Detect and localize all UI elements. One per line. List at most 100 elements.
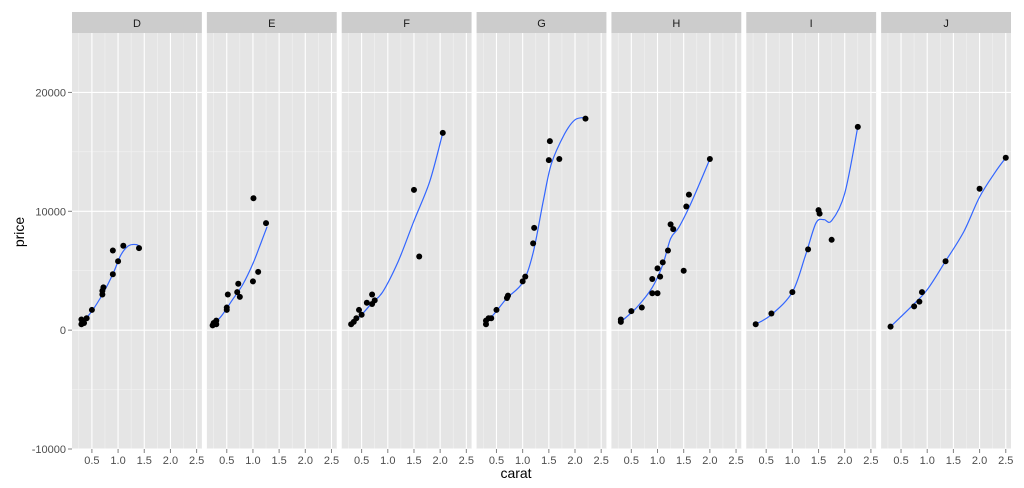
data-point [667, 221, 674, 228]
facet-strip-label: F [403, 18, 410, 30]
x-tick-label: 1.5 [676, 455, 691, 467]
x-axis-title: carat [500, 465, 531, 481]
data-point [363, 299, 370, 306]
x-tick-label: 0.5 [354, 455, 369, 467]
data-point [358, 311, 365, 318]
x-tick-label: 2.5 [324, 455, 339, 467]
x-tick-label: 2.5 [728, 455, 743, 467]
data-point [255, 268, 262, 275]
data-point [664, 247, 671, 254]
x-tick-label: 1.0 [380, 455, 395, 467]
facet-panel-bg [746, 33, 877, 449]
facet-D: D 0.5 1.0 1.5 2.0 2.5 [72, 12, 204, 467]
data-point [768, 310, 775, 317]
x-tick-label: 0.5 [219, 455, 234, 467]
data-point [223, 304, 230, 311]
facet-panel-bg [476, 33, 607, 449]
x-tick-label: 2.0 [433, 455, 448, 467]
x-tick-label: 1.5 [271, 455, 286, 467]
data-point [263, 220, 270, 227]
y-axis-title: price [11, 217, 27, 248]
data-point [911, 303, 918, 310]
facet-strip-label: E [268, 18, 275, 30]
facet-strip-label: H [672, 18, 680, 30]
facet-panel-bg [881, 33, 1011, 449]
facet-panels: D 0.5 1.0 1.5 2.0 2.5 E 0.5 1.0 1.5 2.0 2.5 F 0.5 1.0 1… [72, 12, 1013, 467]
smooth-line-H [620, 158, 711, 323]
data-point [81, 320, 88, 327]
x-tick-label: 2.5 [998, 455, 1013, 467]
facet-panel-bg [72, 33, 202, 449]
data-point [680, 267, 687, 274]
data-point [556, 155, 563, 162]
data-point [816, 210, 823, 217]
data-point [854, 123, 861, 130]
data-point [683, 203, 690, 210]
y-axis: -10000 0 10000 20000 [32, 87, 72, 456]
data-point [670, 226, 677, 233]
x-tick-label: 1.5 [946, 455, 961, 467]
data-point [224, 291, 231, 298]
x-tick-label: 2.5 [459, 455, 474, 467]
data-point [531, 224, 538, 231]
data-point [493, 306, 500, 313]
data-point [649, 290, 656, 297]
data-point [976, 185, 983, 192]
facet-panel-bg [611, 33, 742, 449]
data-point [918, 289, 925, 296]
y-tick-label: -10000 [32, 444, 66, 456]
x-tick-label: 0.5 [759, 455, 774, 467]
x-tick-label: 0.5 [489, 455, 504, 467]
smooth-line-G [485, 116, 586, 324]
facet-strip [881, 12, 1011, 33]
y-tick-label: 10000 [35, 206, 66, 218]
data-point [488, 315, 495, 322]
data-point [100, 284, 107, 291]
data-point [109, 271, 116, 278]
data-point [657, 273, 664, 280]
data-point [649, 276, 656, 283]
data-point [582, 115, 589, 122]
data-point [250, 195, 257, 202]
data-point [416, 253, 423, 260]
data-point [136, 245, 143, 252]
data-point [942, 258, 949, 265]
data-point [752, 321, 759, 328]
facet-strip [746, 12, 877, 33]
data-point [628, 308, 635, 315]
x-tick-label: 1.5 [406, 455, 421, 467]
x-tick-label: 0.5 [624, 455, 639, 467]
x-tick-label: 1.5 [137, 455, 152, 467]
data-point [789, 289, 796, 296]
y-tick-label: 0 [60, 325, 66, 337]
data-point [546, 138, 553, 145]
x-tick-label: 2.5 [863, 455, 878, 467]
data-point [519, 278, 526, 285]
x-tick-label: 2.0 [972, 455, 987, 467]
data-point [654, 290, 661, 297]
y-tick-label: 20000 [35, 87, 66, 99]
data-point [916, 298, 923, 305]
data-point [439, 129, 446, 136]
facet-strip [206, 12, 337, 33]
data-point [1002, 154, 1009, 161]
data-point [638, 304, 645, 311]
x-tick-label: 2.0 [298, 455, 313, 467]
data-point [685, 191, 692, 198]
x-tick-label: 1.0 [110, 455, 125, 467]
data-point [115, 258, 122, 265]
data-point [706, 155, 713, 162]
data-point [659, 259, 666, 266]
facet-E: E 0.5 1.0 1.5 2.0 2.5 [206, 12, 339, 467]
x-tick-label: 2.0 [163, 455, 178, 467]
facet-strip-label: I [810, 18, 813, 30]
data-point [545, 157, 552, 164]
data-point [236, 293, 243, 300]
facet-strip-label: G [537, 18, 546, 30]
facet-panel-bg [206, 33, 337, 449]
data-point [249, 278, 256, 285]
x-tick-label: 1.5 [811, 455, 826, 467]
facet-H: H 0.5 1.0 1.5 2.0 2.5 [611, 12, 744, 467]
facet-strip-label: J [943, 18, 949, 30]
